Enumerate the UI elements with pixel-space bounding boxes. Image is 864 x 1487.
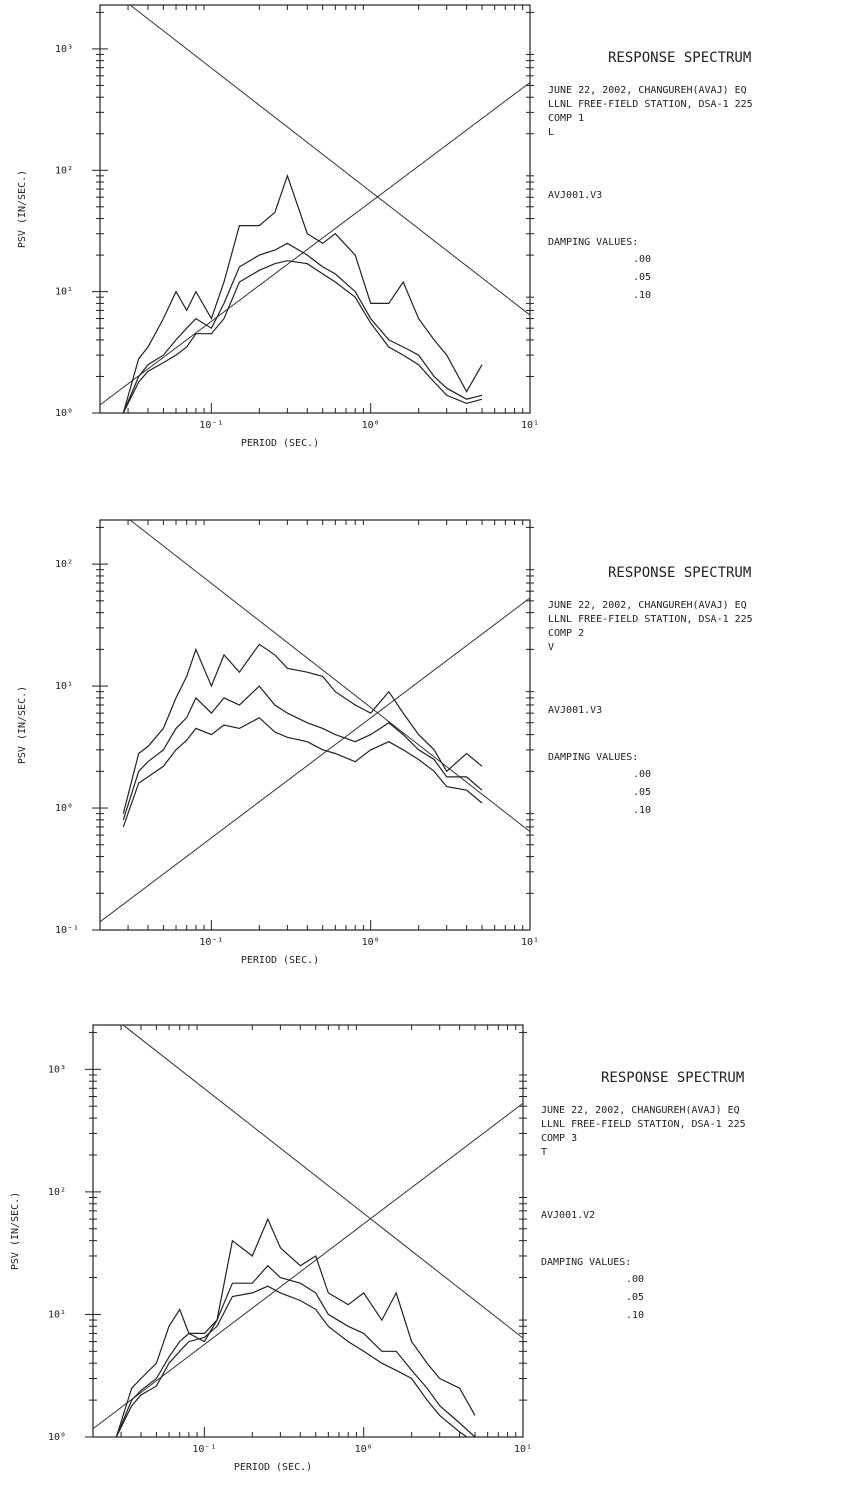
- plot-frame: [92, 1024, 524, 1438]
- legend-entry: .00: [626, 1274, 644, 1285]
- y-tick-label: 10¹: [55, 681, 73, 692]
- legend-entry: .05: [626, 1292, 644, 1303]
- note: LLNL FREE-FIELD STATION, DSA-1 225: [548, 99, 753, 110]
- note: JUNE 22, 2002, CHANGUREH(AVAJ) EQ: [548, 600, 747, 611]
- chart: 10⁻¹ 10⁰ 10¹ 10⁰ 10¹ 10² 10³ PERIOD (SEC.) PSV (…: [17, 4, 753, 449]
- diagonal-axis: [122, 1024, 524, 1339]
- y-tick-label: 10⁰: [55, 408, 73, 419]
- note: COMP 1: [548, 113, 584, 124]
- diagonal-axis: [129, 4, 531, 316]
- note: LLNL FREE-FIELD STATION, DSA-1 225: [548, 614, 753, 625]
- x-tick-label: 10⁻¹: [199, 937, 223, 948]
- y-tick-label: 10¹: [55, 287, 73, 298]
- y-tick-label: 10²: [55, 559, 73, 570]
- spectrum-line: [122, 260, 483, 413]
- y-tick-label: 10³: [55, 44, 73, 55]
- x-tick-label: 10¹: [521, 937, 539, 948]
- y-tick-label: 10¹: [48, 1309, 66, 1320]
- spectrum-line: [122, 716, 483, 828]
- y-axis-label: PSV (IN/SEC.): [17, 170, 28, 248]
- note: JUNE 22, 2002, CHANGUREH(AVAJ) EQ: [548, 85, 747, 96]
- diagonal-axis: [99, 82, 531, 406]
- y-axis-label: PSV (IN/SEC.): [10, 1192, 21, 1270]
- spectrum-line: [122, 173, 483, 413]
- file-name: AVJ001.V3: [548, 190, 602, 201]
- legend-title: DAMPING VALUES:: [548, 752, 638, 763]
- note: T: [541, 1147, 547, 1158]
- series-group: [122, 173, 483, 413]
- file-name: AVJ001.V3: [548, 705, 602, 716]
- series-group: [122, 643, 483, 828]
- chart-title: RESPONSE SPECTRUM: [601, 1070, 744, 1086]
- y-tick-label: 10²: [48, 1187, 66, 1198]
- note: LLNL FREE-FIELD STATION, DSA-1 225: [541, 1119, 746, 1130]
- legend-entry: .10: [633, 805, 651, 816]
- note: V: [548, 642, 554, 653]
- x-axis-label: PERIOD (SEC.): [234, 1462, 312, 1473]
- note: COMP 3: [541, 1133, 577, 1144]
- spectrum-line: [122, 242, 483, 413]
- legend-entry: .00: [633, 769, 651, 780]
- legend-entry: .05: [633, 787, 651, 798]
- spectrum-line: [122, 685, 483, 821]
- chart: 10⁻¹ 10⁰ 10¹ 10⁰ 10¹ 10² 10³ PERIOD (SEC.) PSV (…: [10, 1024, 746, 1473]
- x-tick-label: 10¹: [521, 420, 539, 431]
- legend-entry: .10: [626, 1310, 644, 1321]
- legend-title: DAMPING VALUES:: [541, 1257, 631, 1268]
- spectrum-line: [122, 643, 483, 814]
- diagonal-axis: [99, 597, 531, 923]
- plot-frame: [99, 4, 531, 414]
- file-name: AVJ001.V2: [541, 1210, 595, 1221]
- note: L: [548, 127, 554, 138]
- series-group: [115, 1217, 476, 1437]
- spectrum-line: [115, 1264, 476, 1437]
- x-axis-label: PERIOD (SEC.): [241, 955, 319, 966]
- note: JUNE 22, 2002, CHANGUREH(AVAJ) EQ: [541, 1105, 740, 1116]
- x-axis-label: PERIOD (SEC.): [241, 438, 319, 449]
- chart-title: RESPONSE SPECTRUM: [608, 565, 751, 581]
- y-tick-label: 10⁻¹: [55, 925, 79, 936]
- spectrum-line: [115, 1285, 468, 1437]
- chart-title: RESPONSE SPECTRUM: [608, 50, 751, 66]
- x-tick-label: 10⁻¹: [192, 1444, 216, 1455]
- legend-entry: .00: [633, 254, 651, 265]
- y-tick-label: 10⁰: [48, 1432, 66, 1443]
- x-tick-label: 10⁰: [355, 1444, 373, 1455]
- x-tick-label: 10⁰: [362, 420, 380, 431]
- legend-title: DAMPING VALUES:: [548, 237, 638, 248]
- x-tick-label: 10¹: [514, 1444, 532, 1455]
- chart: 10⁻¹ 10⁰ 10¹ 10⁻¹ 10⁰ 10¹ 10² PERIOD (SEC.) PSV …: [17, 519, 753, 966]
- y-axis-label: PSV (IN/SEC.): [17, 686, 28, 764]
- x-tick-label: 10⁻¹: [199, 420, 223, 431]
- spectrum-line: [115, 1217, 476, 1437]
- note: COMP 2: [548, 628, 584, 639]
- plot-frame: [99, 519, 531, 931]
- diagonal-axis: [92, 1102, 524, 1430]
- y-tick-label: 10²: [55, 165, 73, 176]
- y-tick-label: 10⁰: [55, 803, 73, 814]
- diagonal-axis: [129, 519, 531, 832]
- y-tick-label: 10³: [48, 1064, 66, 1075]
- x-tick-label: 10⁰: [362, 937, 380, 948]
- legend-entry: .10: [633, 290, 651, 301]
- legend-entry: .05: [633, 272, 651, 283]
